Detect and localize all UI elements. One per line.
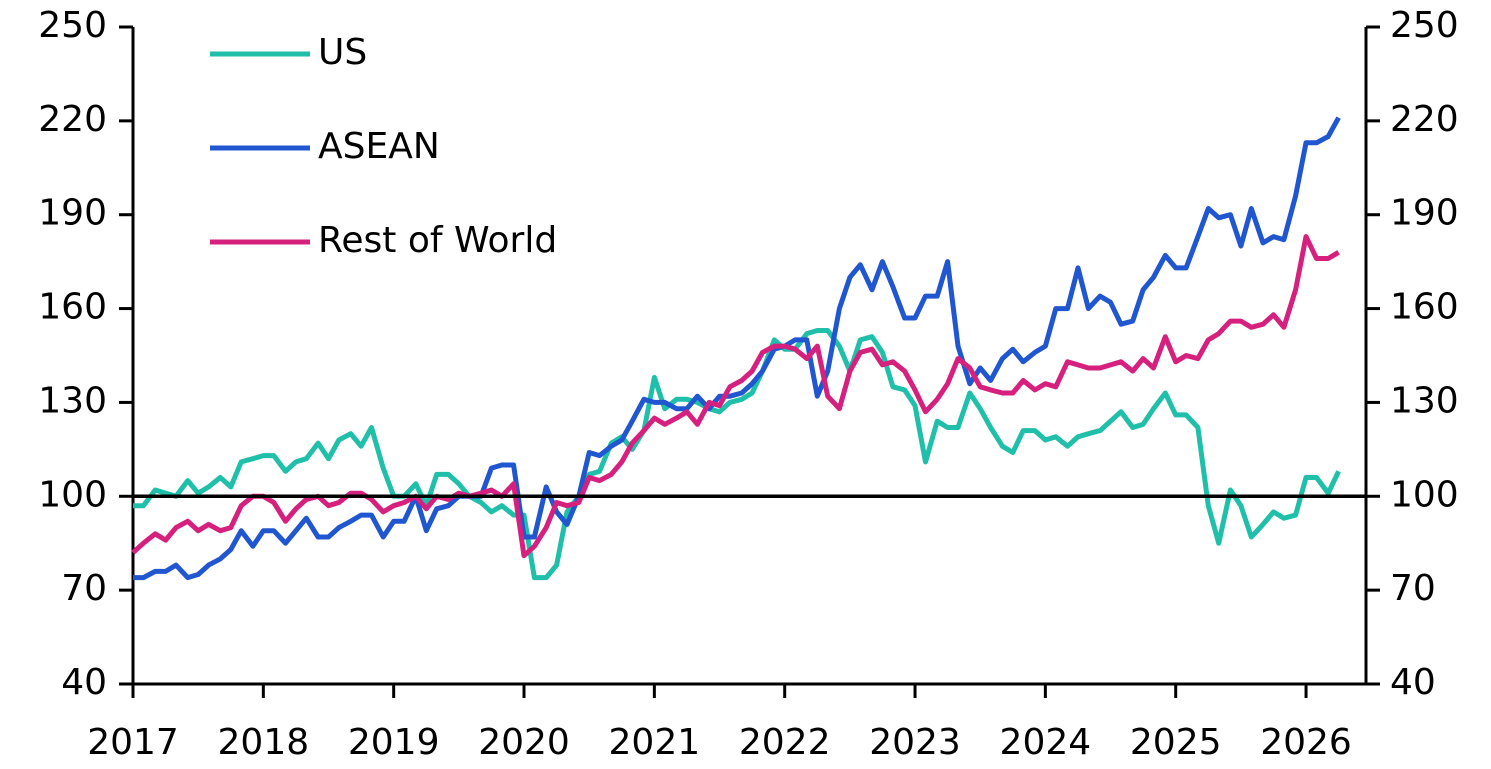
x-tick-label: 2024 [1000,722,1092,763]
y2-tick-label: 250 [1390,5,1459,46]
y2-tick-label: 40 [1390,662,1436,703]
x-tick-label: 2020 [478,722,570,763]
y-tick-label: 100 [38,474,107,515]
legend-label: US [318,32,367,73]
y-tick-label: 160 [38,287,107,328]
x-tick-label: 2019 [348,722,440,763]
y-tick-label: 130 [38,380,107,421]
legend-label: ASEAN [318,126,440,167]
y2-tick-label: 130 [1390,380,1459,421]
x-tick-label: 2025 [1130,722,1222,763]
series-line [133,328,1341,581]
y2-tick-label: 70 [1390,568,1436,609]
x-tick-label: 2023 [869,722,961,763]
x-tick-label: 2021 [609,722,701,763]
y-tick-label: 70 [61,568,107,609]
series-line [133,116,1341,581]
y2-tick-label: 160 [1390,287,1459,328]
y2-tick-label: 100 [1390,474,1459,515]
y-tick-label: 250 [38,5,107,46]
x-tick-label: 2018 [218,722,310,763]
y-tick-label: 190 [38,193,107,234]
y-tick-label: 40 [61,662,107,703]
series-line [131,234,1340,559]
legend-label: Rest of World [318,220,557,261]
x-tick-label: 2026 [1260,722,1352,763]
x-tick-label: 2022 [739,722,831,763]
y-tick-label: 220 [38,99,107,140]
y2-tick-label: 190 [1390,193,1459,234]
y2-tick-label: 220 [1390,99,1459,140]
x-tick-label: 2017 [87,722,179,763]
